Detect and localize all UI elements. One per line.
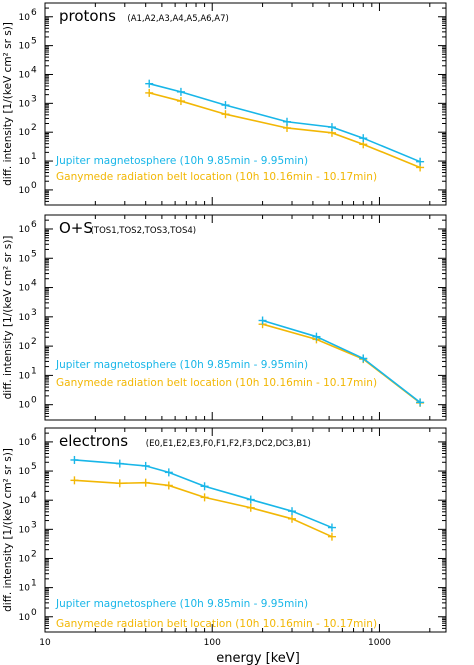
y-tick-exponent: 0 <box>31 608 37 618</box>
y-tick-label: 10 <box>19 438 31 448</box>
x-tick-label: 10 <box>39 638 51 648</box>
y-tick-exponent: 0 <box>31 396 37 406</box>
x-tick-label: 1000 <box>368 638 391 648</box>
x-tick-label: 100 <box>204 638 221 648</box>
y-tick-exponent: 6 <box>31 220 37 230</box>
y-tick-label: 10 <box>19 128 31 138</box>
panel-title: O+S <box>59 219 93 237</box>
y-tick-label: 10 <box>19 313 31 323</box>
y-tick-label: 10 <box>19 342 31 352</box>
y-tick-exponent: 3 <box>31 94 37 104</box>
legend-entry: Jupiter magnetosphere (10h 9.85min - 9.9… <box>55 598 308 610</box>
series-line <box>149 82 421 163</box>
legend-entry: Ganymede radiation belt location (10h 10… <box>56 618 377 630</box>
y-tick-exponent: 1 <box>31 366 37 376</box>
y-tick-label: 10 <box>19 496 31 506</box>
x-axis-label: energy [keV] <box>216 651 300 665</box>
y-tick-exponent: 5 <box>31 249 37 259</box>
y-tick-exponent: 2 <box>31 549 37 559</box>
y-tick-exponent: 3 <box>31 308 37 318</box>
plot-frame <box>44 2 447 206</box>
y-tick-exponent: 6 <box>31 433 37 443</box>
y-tick-exponent: 4 <box>31 279 37 289</box>
panel-subtitle: (A1,A2,A3,A4,A5,A6,A7) <box>127 14 228 24</box>
legend-entry: Ganymede radiation belt location (10h 10… <box>56 377 377 389</box>
y-tick-label: 10 <box>19 99 31 109</box>
y-tick-exponent: 6 <box>31 8 37 18</box>
series-line <box>74 479 333 538</box>
y-axis-label: diff. intensity [1/(keV cm² sr s)] <box>2 236 14 400</box>
plot-frame <box>44 427 447 633</box>
y-tick-label: 10 <box>19 525 31 535</box>
y-tick-label: 10 <box>19 13 31 23</box>
y-tick-exponent: 5 <box>31 37 37 47</box>
panel-title: electrons <box>59 432 128 450</box>
y-tick-exponent: 2 <box>31 123 37 133</box>
y-tick-exponent: 4 <box>31 65 37 75</box>
y-tick-label: 10 <box>19 254 31 264</box>
y-tick-label: 10 <box>19 186 31 196</box>
y-tick-exponent: 5 <box>31 462 37 472</box>
y-tick-exponent: 3 <box>31 520 37 530</box>
legend-entry: Jupiter magnetosphere (10h 9.85min - 9.9… <box>55 155 308 167</box>
y-tick-label: 10 <box>19 284 31 294</box>
y-tick-exponent: 0 <box>31 181 37 191</box>
y-tick-exponent: 1 <box>31 152 37 162</box>
panel-title: protons <box>59 7 116 25</box>
y-tick-label: 10 <box>19 42 31 52</box>
y-tick-label: 10 <box>19 157 31 167</box>
series-line <box>74 459 333 529</box>
legend-entry: Ganymede radiation belt location (10h 10… <box>56 171 377 183</box>
y-tick-exponent: 2 <box>31 337 37 347</box>
plot-frame <box>44 214 447 421</box>
y-tick-label: 10 <box>19 225 31 235</box>
y-tick-label: 10 <box>19 613 31 623</box>
y-tick-exponent: 4 <box>31 491 37 501</box>
y-axis-label: diff. intensity [1/(keV cm² sr s)] <box>2 22 14 186</box>
y-tick-label: 10 <box>19 467 31 477</box>
panel-subtitle: (E0,E1,E2,E3,F0,F1,F2,F3,DC2,DC3,B1) <box>146 439 311 449</box>
y-tick-label: 10 <box>19 371 31 381</box>
y-tick-label: 10 <box>19 584 31 594</box>
y-tick-label: 10 <box>19 401 31 411</box>
legend-entry: Jupiter magnetosphere (10h 9.85min - 9.9… <box>55 359 308 371</box>
series-line <box>262 319 421 404</box>
y-tick-label: 10 <box>19 554 31 564</box>
y-tick-exponent: 1 <box>31 579 37 589</box>
y-tick-label: 10 <box>19 70 31 80</box>
panel-subtitle: (TOS1,TOS2,TOS3,TOS4) <box>91 226 196 236</box>
y-axis-label: diff. intensity [1/(keV cm² sr s)] <box>2 448 14 612</box>
